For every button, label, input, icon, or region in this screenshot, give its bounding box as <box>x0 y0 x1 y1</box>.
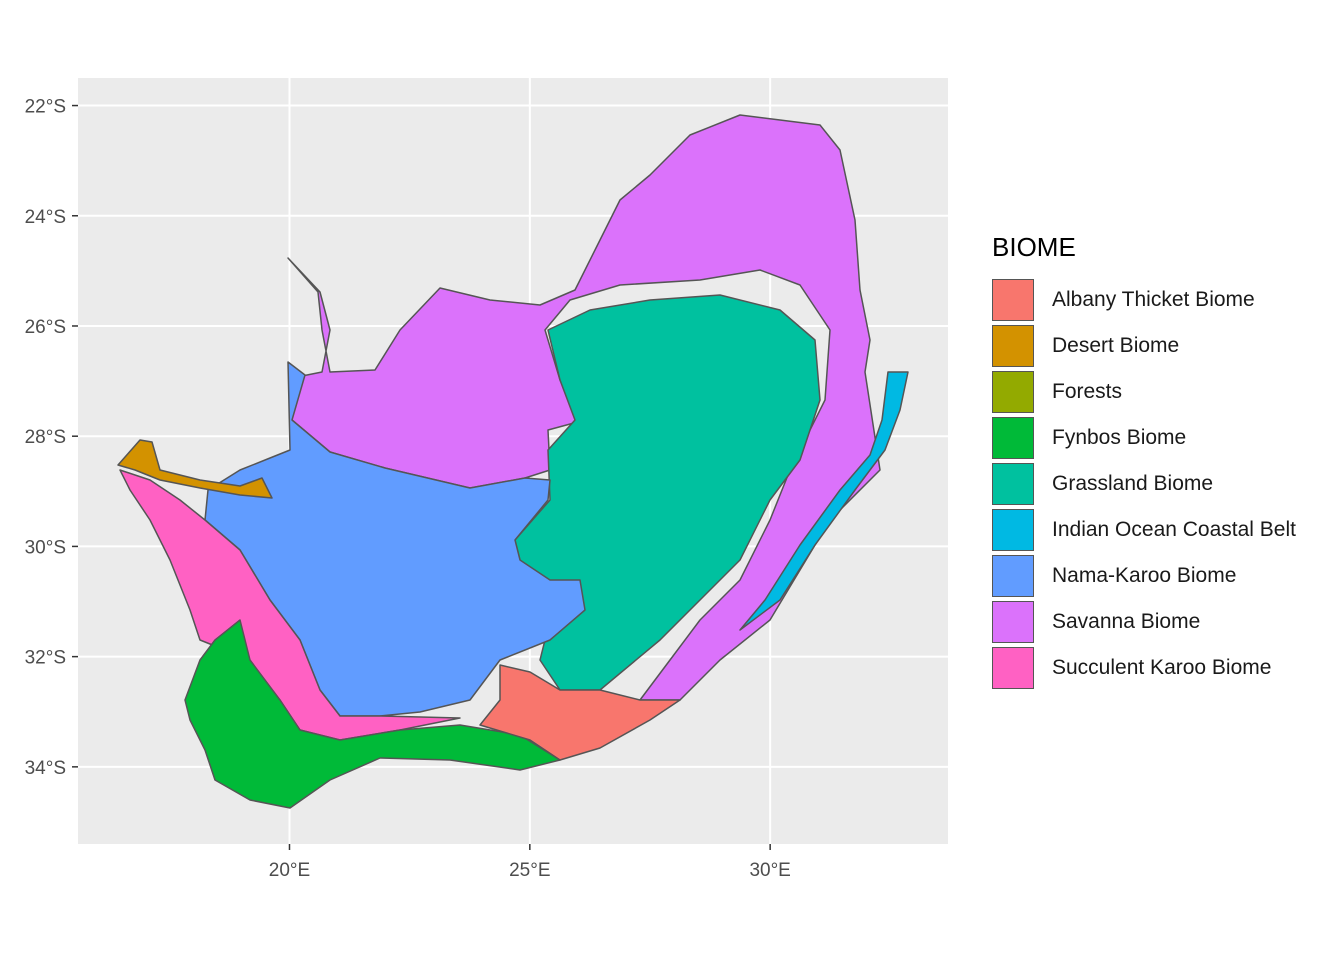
y-tick-label: 24°S <box>25 207 66 228</box>
legend-item-label: Desert Biome <box>1052 334 1180 357</box>
desert-region <box>117 439 273 499</box>
y-tick-label: 22°S <box>25 97 66 118</box>
x-tick-label: 20°E <box>269 860 310 881</box>
y-tick-label: 30°S <box>25 537 66 558</box>
legend-item: Desert Biome <box>992 323 1296 369</box>
x-tick-label: 30°E <box>749 860 790 881</box>
legend-key-swatch <box>992 325 1034 367</box>
legend-item: Indian Ocean Coastal Belt <box>992 507 1296 553</box>
legend-key-swatch <box>992 555 1034 597</box>
legend-item: Savanna Biome <box>992 599 1296 645</box>
legend-item-label: Savanna Biome <box>1052 610 1201 633</box>
legend-item-label: Indian Ocean Coastal Belt <box>1052 518 1296 541</box>
legend-item-label: Fynbos Biome <box>1052 426 1187 449</box>
legend-item-label: Grassland Biome <box>1052 472 1214 495</box>
legend-item-label: Nama-Karoo Biome <box>1052 564 1237 587</box>
biome-regions <box>117 114 909 809</box>
legend-item: Albany Thicket Biome <box>992 277 1296 323</box>
y-tick-label: 34°S <box>25 758 66 779</box>
nama-karoo-region <box>204 361 586 717</box>
legend-item: Grassland Biome <box>992 461 1296 507</box>
legend-key-swatch <box>992 279 1034 321</box>
legend-key-swatch <box>992 509 1034 551</box>
legend-key-swatch <box>992 647 1034 689</box>
y-tick-label: 26°S <box>25 317 66 338</box>
x-axis: 20°E 25°E 30°E <box>269 844 791 881</box>
x-tick-label: 25°E <box>509 860 550 881</box>
legend-item: Succulent Karoo Biome <box>992 645 1296 691</box>
legend-item-label: Forests <box>1052 380 1123 403</box>
legend-key-swatch <box>992 463 1034 505</box>
legend-item: Nama-Karoo Biome <box>992 553 1296 599</box>
legend-title: BIOME <box>992 232 1076 262</box>
legend-item-label: Albany Thicket Biome <box>1052 288 1255 311</box>
legend-key-swatch <box>992 371 1034 413</box>
legend: BIOME Albany Thicket Biome Desert Biome Fo… <box>992 232 1296 691</box>
albany-thicket-region <box>479 664 681 761</box>
legend-key-swatch <box>992 601 1034 643</box>
legend-items: Albany Thicket Biome Desert Biome Forests F… <box>992 277 1296 691</box>
legend-item: Forests <box>992 369 1296 415</box>
legend-item: Fynbos Biome <box>992 415 1296 461</box>
indian-ocean-coastal-belt-region <box>739 371 909 631</box>
y-tick-label: 32°S <box>25 648 66 669</box>
legend-item-label: Succulent Karoo Biome <box>1052 656 1272 679</box>
legend-key-swatch <box>992 417 1034 459</box>
y-tick-label: 28°S <box>25 427 66 448</box>
y-axis: 22°S 24°S 26°S 28°S 30°S 32°S 34°S <box>25 97 78 779</box>
